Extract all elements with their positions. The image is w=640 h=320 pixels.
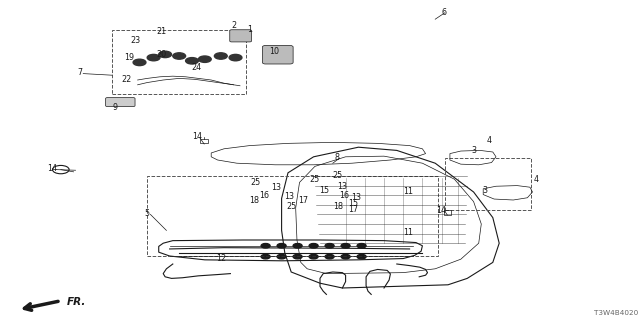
Bar [445,158,531,210]
Circle shape [341,254,350,259]
Text: 22: 22 [121,75,131,84]
Text: 20: 20 [156,50,166,59]
Circle shape [198,56,211,62]
Circle shape [277,244,286,248]
Text: 2: 2 [231,21,236,30]
Text: 11: 11 [403,228,413,237]
Bar [112,30,246,94]
Text: 13: 13 [271,183,282,192]
Text: 9: 9 [113,103,118,112]
Text: 14: 14 [47,164,58,173]
Circle shape [293,244,302,248]
Circle shape [325,254,334,259]
Circle shape [147,54,160,61]
Text: 19: 19 [124,53,134,62]
Text: 21: 21 [156,27,166,36]
Text: 13: 13 [284,192,294,201]
Circle shape [261,254,270,259]
Circle shape [357,244,366,248]
Bar [200,139,208,143]
Text: 25: 25 [250,178,260,187]
Text: 11: 11 [403,187,413,196]
Text: 10: 10 [269,47,279,56]
Text: 23: 23 [131,36,141,45]
Text: 13: 13 [351,193,362,202]
Text: 7: 7 [77,68,83,77]
Text: 17: 17 [298,196,308,205]
Circle shape [309,254,318,259]
Circle shape [357,254,366,259]
Text: 25: 25 [309,175,319,184]
Circle shape [261,244,270,248]
Text: 25: 25 [332,171,342,180]
Circle shape [159,51,172,58]
Text: T3W4B4020: T3W4B4020 [595,310,639,316]
FancyBboxPatch shape [106,98,135,107]
Text: 18: 18 [333,202,343,211]
Bar [444,210,451,215]
Circle shape [325,244,334,248]
Circle shape [341,244,350,248]
Text: 4: 4 [534,175,539,184]
Text: 5: 5 [145,209,150,218]
Text: 24: 24 [191,63,202,72]
Text: 6: 6 [442,8,447,17]
Bar [147,176,438,256]
Circle shape [277,254,286,259]
Text: 3: 3 [483,186,488,195]
Text: 17: 17 [348,205,358,214]
Text: 14: 14 [192,132,202,141]
Circle shape [293,254,302,259]
Text: 4: 4 [487,136,492,145]
Text: 12: 12 [216,254,226,263]
Text: 3: 3 [471,146,476,155]
Text: 25: 25 [287,202,297,211]
Text: 8: 8 [335,153,340,162]
Text: 16: 16 [259,191,269,200]
Circle shape [133,59,146,66]
Text: FR.: FR. [67,297,86,308]
Text: 14: 14 [436,206,447,215]
FancyBboxPatch shape [262,45,293,64]
Circle shape [173,53,186,59]
Text: 15: 15 [319,186,329,195]
Text: 1: 1 [247,25,252,34]
Circle shape [186,58,198,64]
Circle shape [229,54,242,61]
Circle shape [214,53,227,59]
Text: 13: 13 [337,182,348,191]
Text: 18: 18 [249,196,259,205]
Circle shape [309,244,318,248]
Text: 15: 15 [348,199,358,208]
FancyBboxPatch shape [230,30,252,42]
Text: 16: 16 [339,191,349,200]
